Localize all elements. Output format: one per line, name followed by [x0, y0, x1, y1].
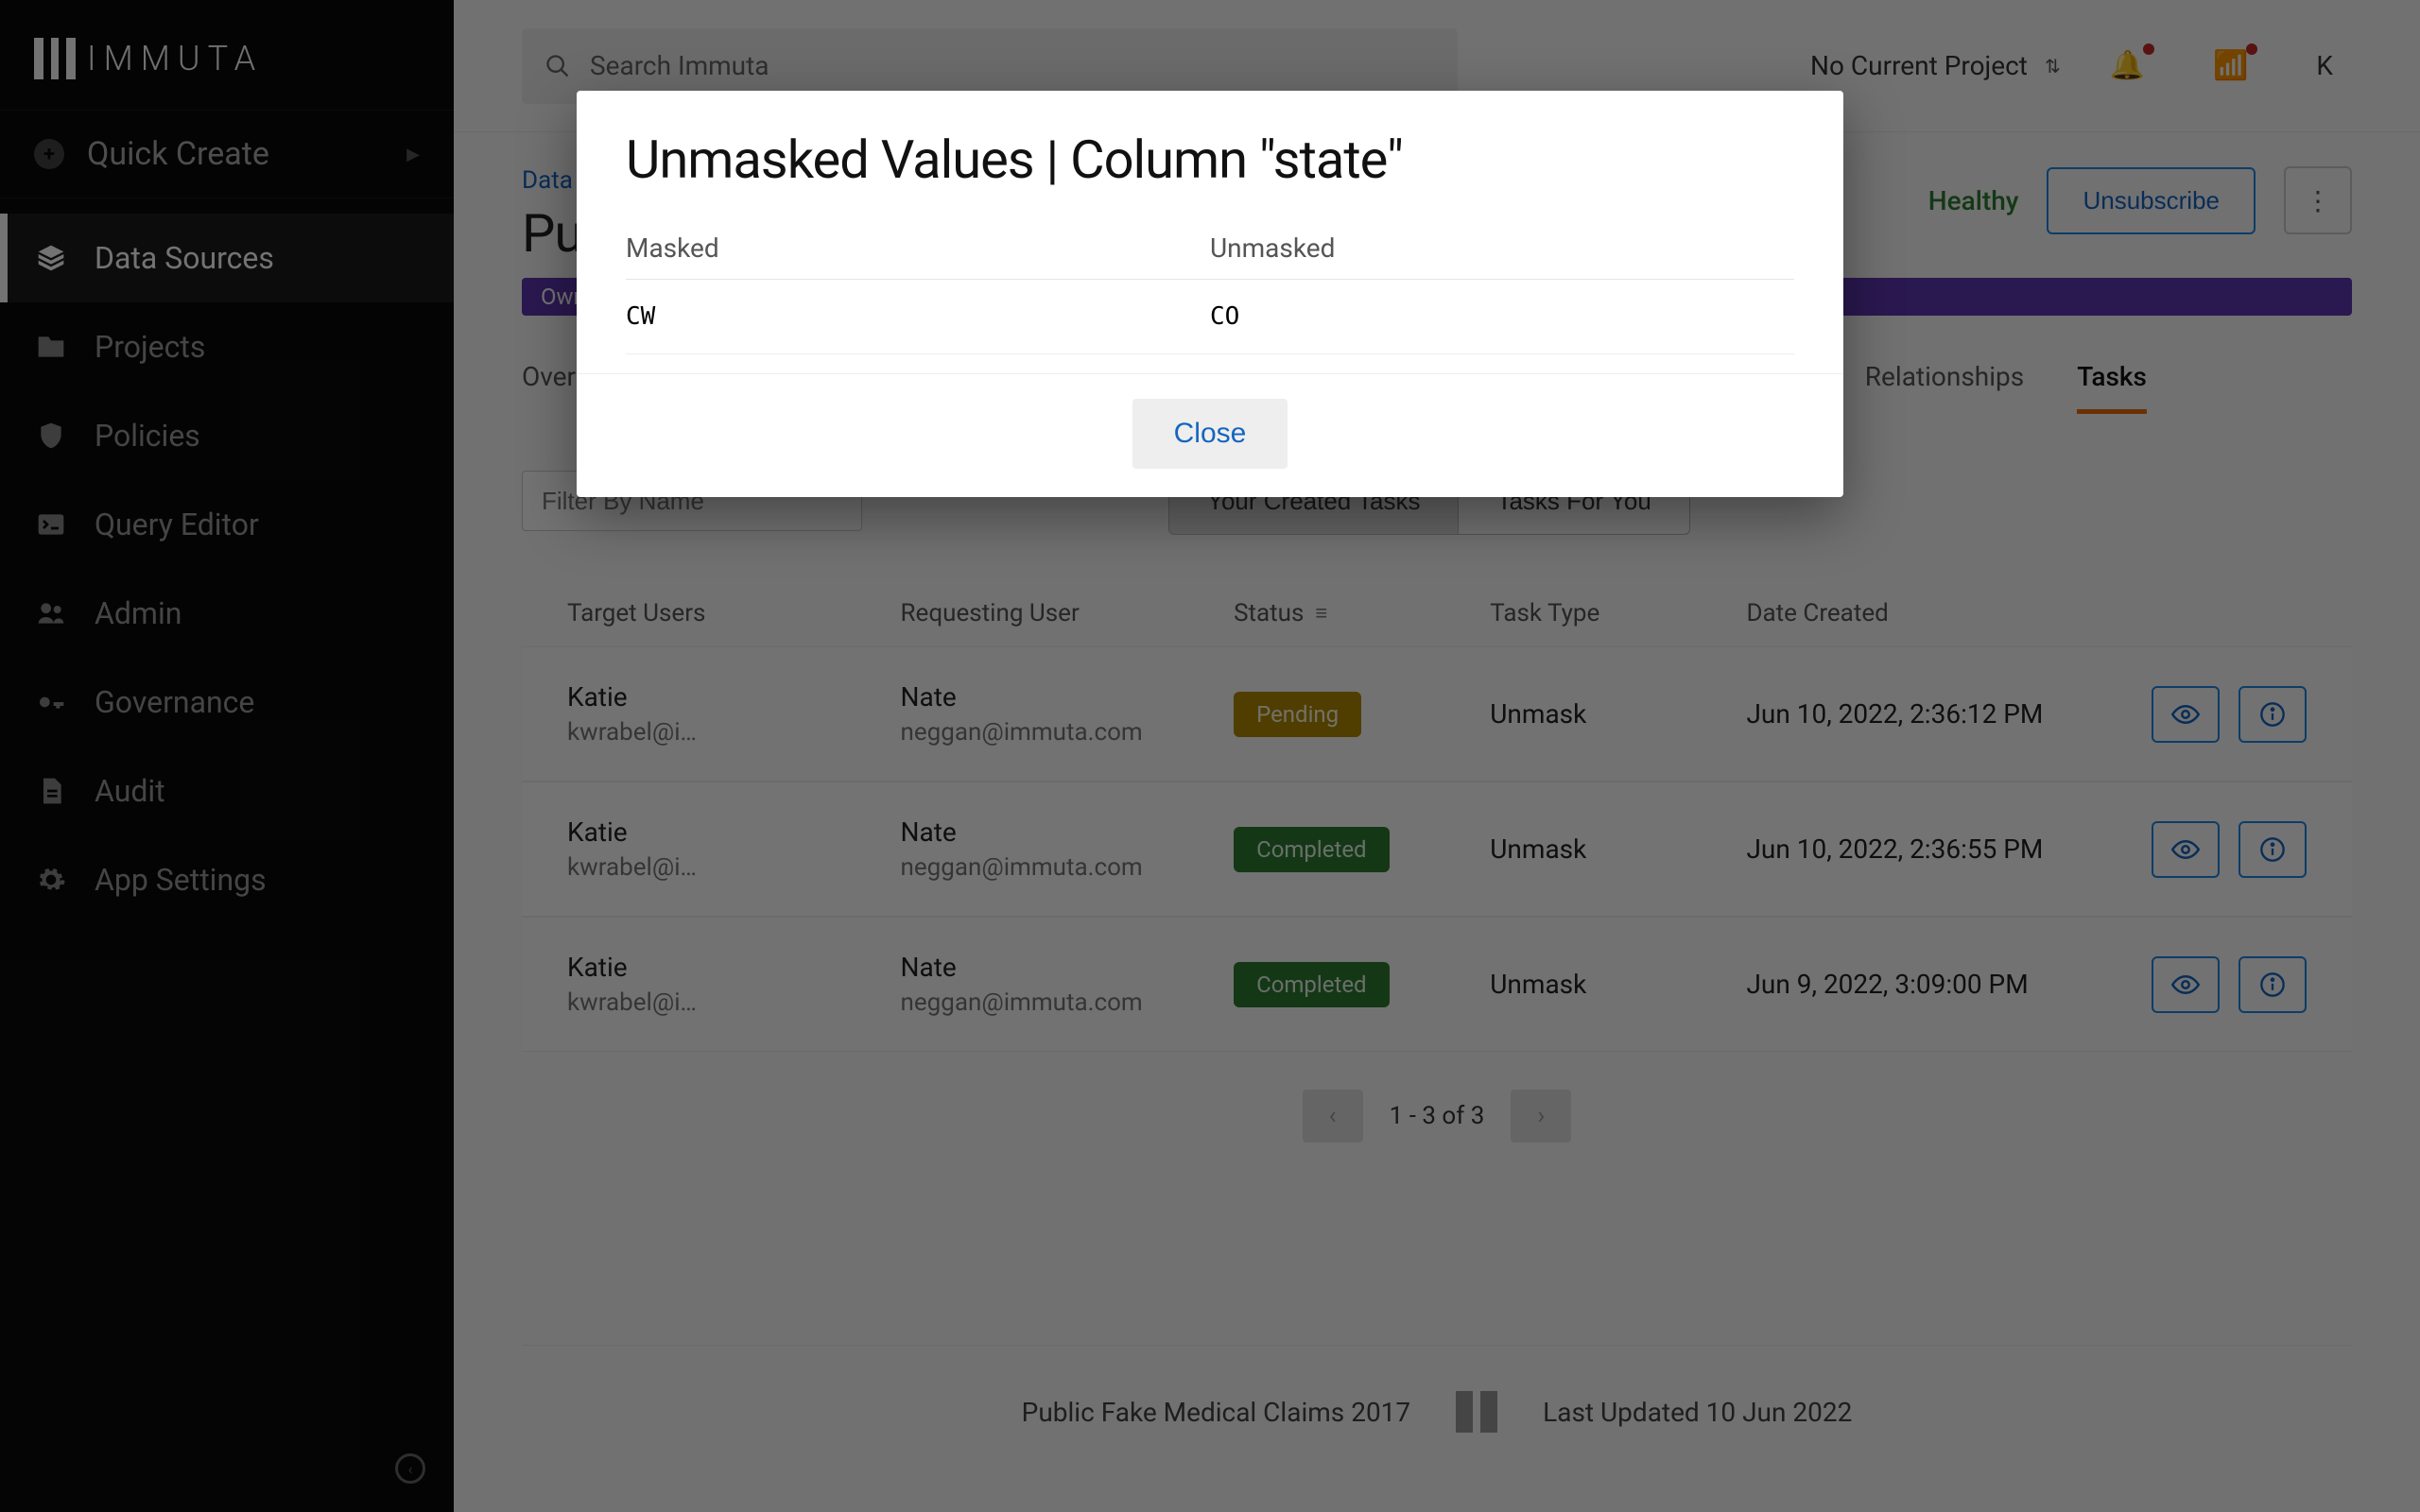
modal-table: Masked Unmasked CW CO: [577, 217, 1843, 354]
modal-col-unmasked: Unmasked: [1210, 232, 1794, 264]
modal-masked-value: CW: [626, 302, 1210, 331]
modal-actions: Close: [577, 373, 1843, 497]
modal-unmasked-value: CO: [1210, 302, 1794, 331]
modal-col-masked: Masked: [626, 232, 1210, 264]
close-button[interactable]: Close: [1132, 399, 1288, 469]
modal-title: Unmasked Values | Column "state": [577, 91, 1843, 217]
unmask-values-modal: Unmasked Values | Column "state" Masked …: [577, 91, 1843, 497]
